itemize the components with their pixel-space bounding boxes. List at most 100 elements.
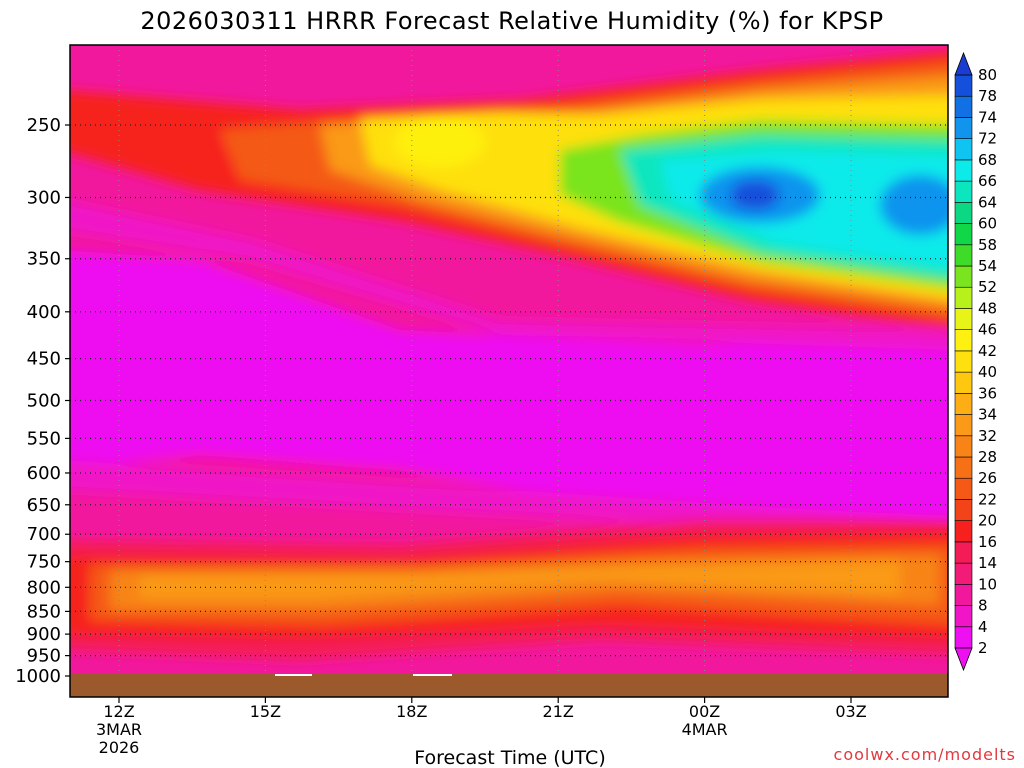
x-tick-label: 00Z [689,702,720,721]
y-tick-label: 950 [27,646,61,667]
colorbar-label: 64 [978,193,997,211]
humidity-field [70,45,948,674]
colorbar-label: 26 [978,469,997,487]
y-tick-label: 700 [27,524,61,545]
colorbar-segment [954,74,973,97]
colorbar-label: 46 [978,321,997,339]
colorbar-segment [954,584,973,606]
low-layer-amber [140,560,900,598]
colorbar-label: 54 [978,257,997,275]
colorbar-segment [954,499,973,521]
colorbar-segment [954,477,973,500]
y-tick-label: 300 [27,187,61,208]
field-contours [70,51,948,660]
colorbar-label: 20 [978,512,997,530]
x-tick-label: 12Z [103,702,134,721]
colorbar-segment [954,456,973,479]
y-tick-label: 600 [27,463,61,484]
colorbar-max-arrow [954,51,973,76]
y-tick-label: 250 [27,115,61,136]
dry-magenta-band [70,250,948,559]
colorbar-label: 4 [978,618,988,636]
colorbar-legend: 2481014162022262832343640424648525458606… [954,51,997,672]
colorbar-segment [954,329,973,352]
colorbar-label: 14 [978,554,997,572]
y-axis-pressure-ticks: 2503003504004505005506006507007508008509… [15,115,70,687]
colorbar-segment [954,308,973,330]
ground-fill [70,674,948,697]
colorbar-label: 66 [978,172,997,190]
colorbar-label: 34 [978,406,997,424]
x-tick-label: 2026 [99,738,140,757]
colorbar-label: 40 [978,363,997,381]
colorbar-segment [954,371,973,394]
y-tick-label: 450 [27,349,61,370]
colorbar-segment [954,202,973,224]
ground-layer [70,674,948,697]
colorbar-segment [954,138,973,161]
colorbar-label: 16 [978,533,997,551]
colorbar-label: 68 [978,151,997,169]
colorbar-segment [954,562,973,585]
colorbar-label: 10 [978,575,997,593]
colorbar-label: 74 [978,108,997,126]
colorbar-segment [954,393,973,415]
x-tick-label: 4MAR [682,720,728,739]
colorbar-label: 2 [978,639,988,657]
plot-frame [69,44,949,698]
colorbar-segment [954,95,973,118]
colorbar-segment [954,223,973,246]
x-axis-label: Forecast Time (UTC) [414,747,605,768]
chart-title: 2026030311 HRRR Forecast Relative Humidi… [140,7,883,35]
colorbar-segment [954,244,973,267]
x-tick-label: 21Z [543,702,574,721]
colorbar-label: 22 [978,490,997,508]
colorbar-segment [954,180,973,203]
colorbar-segment [954,626,973,649]
x-tick-label: 18Z [396,702,427,721]
colorbar-segment [954,350,973,373]
y-tick-label: 900 [27,624,61,645]
y-tick-label: 750 [27,552,61,573]
y-tick-label: 650 [27,495,61,516]
y-tick-label: 800 [27,577,61,598]
colorbar-segment [954,435,973,458]
colorbar-label: 32 [978,427,997,445]
y-tick-label: 400 [27,302,61,323]
y-tick-label: 550 [27,428,61,449]
dry-edge-lower [70,460,948,540]
dry-edge-upper [70,202,948,350]
colorbar-label: 48 [978,299,997,317]
colorbar-label: 78 [978,87,997,105]
colorbar-segment [954,286,973,309]
colorbar-label: 36 [978,384,997,402]
colorbar-label: 28 [978,448,997,466]
credit-text: coolwx.com/modelts [834,745,1016,764]
upper-yellow-core [395,117,485,167]
colorbar-segment [954,414,973,437]
colorbar-label: 58 [978,236,997,254]
colorbar-min-arrow [954,647,973,672]
y-tick-label: 1000 [15,666,61,687]
colorbar-segment [954,541,973,564]
colorbar-segment [954,605,973,628]
colorbar-label: 42 [978,342,997,360]
colorbar-label: 60 [978,215,997,233]
colorbar-segment [954,117,973,139]
upper-blue-core-2 [880,175,948,235]
colorbar-label: 52 [978,278,997,296]
colorbar-label: 72 [978,130,997,148]
x-tick-label: 03Z [835,702,866,721]
colorbar-segment [954,159,973,182]
x-tick-label: 3MAR [96,720,142,739]
x-tick-label: 15Z [250,702,281,721]
y-tick-label: 850 [27,601,61,622]
colorbar-segment [954,520,973,543]
colorbar-label: 80 [978,66,997,84]
colorbar-label: 8 [978,597,988,615]
y-tick-label: 500 [27,391,61,412]
upper-deep-blue-core [730,180,780,210]
y-tick-label: 350 [27,249,61,270]
